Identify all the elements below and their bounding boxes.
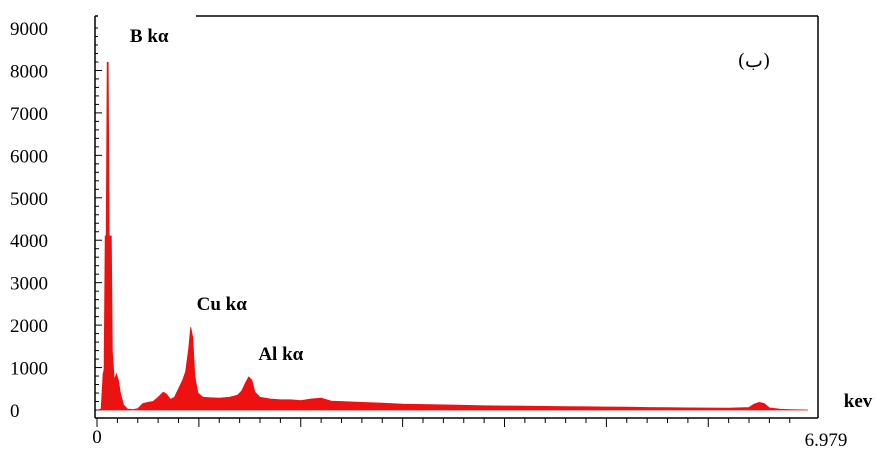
y-tick-label: 0: [10, 401, 20, 422]
y-tick-label: 7000: [10, 104, 48, 125]
y-tick-label: 9000: [10, 19, 48, 40]
peak-annotations: B kα Cu kα Al kα: [130, 26, 304, 365]
b-label-mask: [98, 10, 196, 62]
x-axis-unit-label: kev: [844, 391, 873, 412]
peak-label: Al kα: [258, 344, 303, 365]
x-min-tick-label: 0: [92, 427, 102, 448]
y-tick-labels: 0 1000 2000 3000 4000 5000 6000 7000 8000 9000: [10, 19, 48, 422]
y-axis-ticks: [95, 27, 102, 411]
y-tick-label: 4000: [10, 231, 48, 252]
y-tick-label: 5000: [10, 189, 48, 210]
panel-label: (ب): [738, 50, 771, 72]
y-tick-label: 1000: [10, 359, 48, 380]
peak-label: B kα: [130, 26, 169, 47]
spectrum-area: [96, 61, 809, 411]
peak-label: Cu kα: [197, 294, 248, 315]
y-tick-label: 8000: [10, 61, 48, 82]
y-tick-label: 6000: [10, 146, 48, 167]
y-tick-label: 2000: [10, 316, 48, 337]
x-max-tick-label: 6.979: [805, 430, 848, 449]
y-tick-label: 3000: [10, 274, 48, 295]
x-axis-ticks: [96, 418, 791, 427]
